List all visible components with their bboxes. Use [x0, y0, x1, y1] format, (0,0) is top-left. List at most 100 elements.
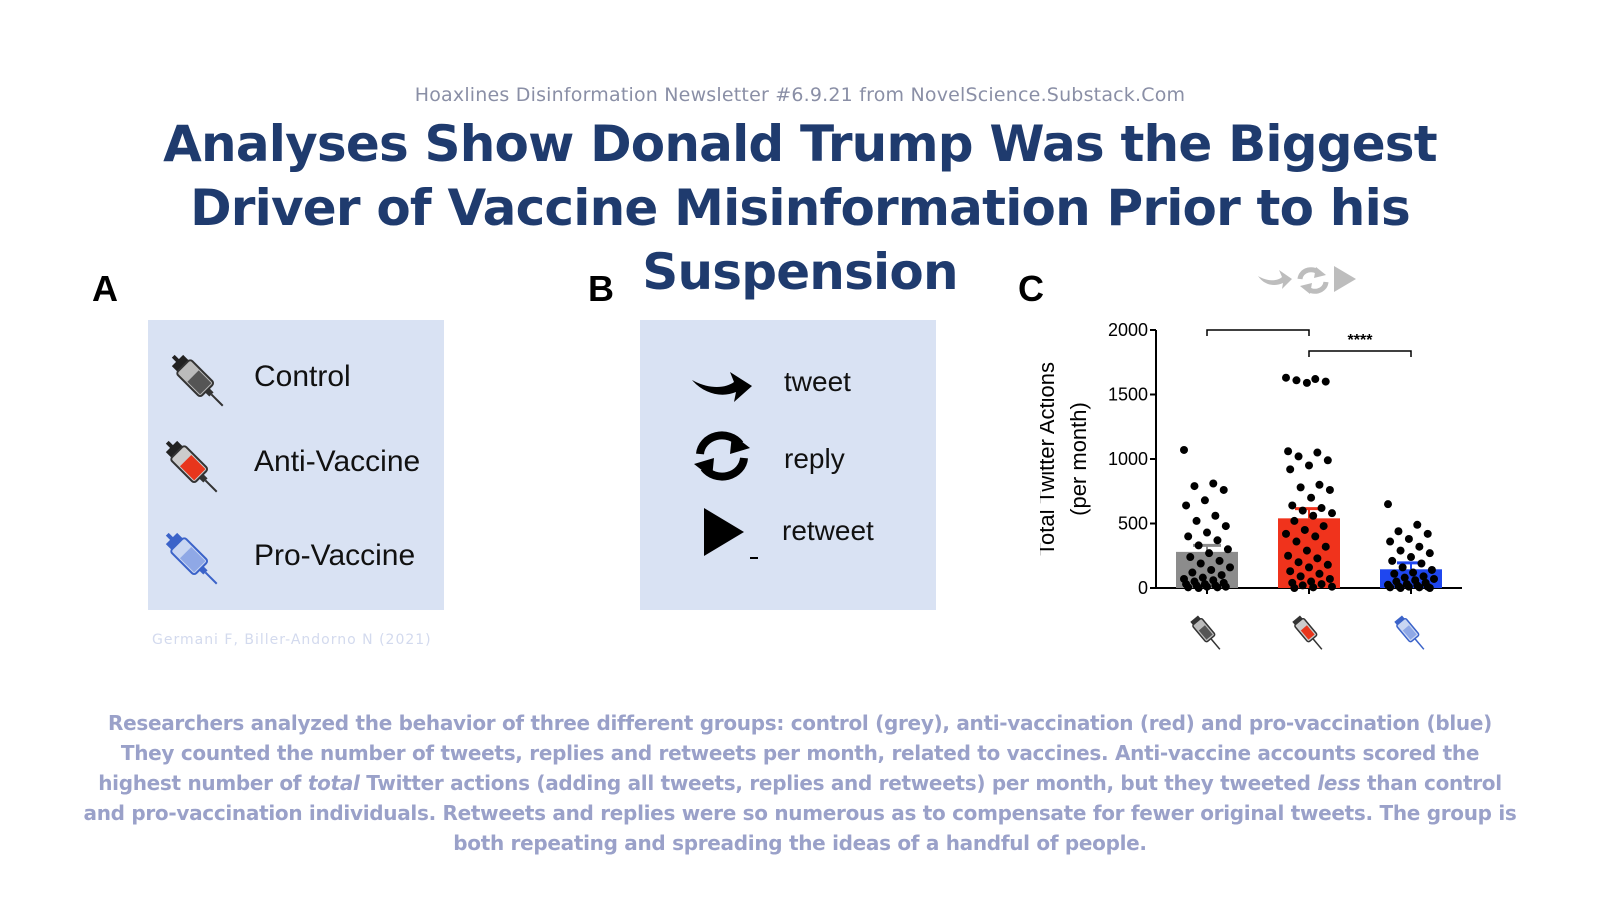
data-point [1198, 573, 1207, 582]
data-point [1317, 504, 1326, 513]
data-point [1203, 582, 1211, 591]
y-tick-label: 1500 [1108, 385, 1148, 405]
source-citation: Germani F, Biller-Andorno N (2021) [152, 632, 432, 648]
data-point [1384, 500, 1392, 509]
data-point [1423, 529, 1432, 538]
combined-actions-icon [1258, 266, 1356, 294]
data-point [1302, 546, 1311, 555]
data-point [1194, 541, 1203, 550]
data-point [1213, 583, 1222, 592]
data-point [1209, 479, 1218, 488]
caption: Researchers analyzed the behavior of thr… [80, 708, 1520, 858]
data-point [1205, 549, 1214, 558]
data-point [1404, 582, 1413, 591]
data-point [1290, 516, 1299, 525]
data-point [1413, 520, 1422, 529]
data-point [1317, 580, 1326, 589]
data-point [1290, 584, 1299, 592]
data-point [1217, 571, 1226, 580]
data-point [1309, 583, 1318, 592]
data-point [1294, 452, 1303, 461]
data-point [1321, 542, 1330, 551]
legend-label-retweet: retweet [782, 515, 874, 546]
data-point [1207, 565, 1216, 574]
caption-part3: than control and pro-vaccination individ… [83, 771, 1517, 855]
data-point [1190, 482, 1199, 491]
data-point [1323, 456, 1332, 465]
data-point [1194, 584, 1203, 592]
data-point [1404, 534, 1413, 543]
page-title: Analyses Show Donald Trump Was the Bigge… [163, 115, 1438, 301]
group-legend: Control Anti-Vaccine Pro-Vaccine [148, 320, 444, 610]
category-syringe-icon [1394, 615, 1425, 650]
category-syringe-icon [1292, 615, 1323, 650]
data-point [1394, 527, 1403, 536]
data-point [1180, 445, 1188, 454]
data-point [1313, 554, 1322, 563]
legend-label-reply: reply [784, 443, 845, 474]
data-point [1302, 378, 1311, 387]
data-point [1430, 574, 1438, 583]
tweet-arrow-icon [692, 372, 752, 402]
newsletter-kicker: Hoaxlines Disinformation Newsletter #6.9… [414, 84, 1186, 106]
data-point [1415, 542, 1424, 551]
data-point [1292, 376, 1301, 385]
data-point [1221, 522, 1230, 531]
syringe-red-icon [165, 440, 218, 493]
caption-part1: Researchers analyzed the behavior of thr… [98, 711, 1492, 795]
data-point [1313, 448, 1322, 457]
y-tick-label: 2000 [1108, 320, 1148, 340]
data-point [1215, 556, 1224, 565]
data-point [1286, 465, 1295, 474]
caption-em-less: less [1317, 771, 1361, 795]
data-point [1325, 574, 1334, 583]
category-syringe-icon [1190, 615, 1221, 650]
data-point [1307, 493, 1316, 502]
data-point [1398, 563, 1407, 572]
data-point [1388, 556, 1397, 565]
data-point [1294, 558, 1303, 567]
data-point [1425, 549, 1434, 558]
data-point [1200, 496, 1209, 505]
data-point [1419, 572, 1428, 581]
data-point [1284, 551, 1293, 560]
data-point [1386, 537, 1395, 546]
data-point [1196, 559, 1205, 568]
data-point [1192, 516, 1201, 525]
panel-c-letter: C [1018, 268, 1044, 309]
data-point [1296, 483, 1305, 492]
data-point [1298, 506, 1307, 515]
data-point [1321, 377, 1330, 386]
reply-cycle-icon [694, 431, 750, 481]
data-point [1288, 501, 1297, 510]
syringe-blue-icon [165, 532, 218, 585]
data-point [1396, 546, 1405, 555]
data-point [1203, 528, 1211, 537]
data-point [1223, 545, 1232, 554]
data-point [1390, 569, 1399, 578]
data-point [1284, 447, 1293, 456]
data-point [1315, 569, 1324, 578]
legend-label-tweet: tweet [784, 366, 851, 397]
data-point [1396, 584, 1405, 592]
data-point [1328, 509, 1336, 518]
data-point [1282, 373, 1290, 382]
significance-label: **** [1348, 332, 1374, 349]
syringe-grey-icon [171, 354, 224, 407]
data-point [1425, 584, 1434, 592]
data-point [1323, 560, 1332, 569]
action-legend: tweet reply retweet [640, 320, 936, 610]
data-point [1319, 522, 1328, 531]
data-point [1182, 501, 1191, 510]
data-point [1282, 529, 1290, 538]
data-point [1386, 583, 1395, 592]
bar-chart: 0 500 1000 1500 2000 Total Twitter Actions (pe… [1040, 320, 1462, 650]
data-point [1188, 568, 1197, 577]
data-point [1427, 565, 1436, 574]
y-axis-label: Total Twitter Actions [1040, 362, 1059, 556]
data-point [1407, 553, 1415, 562]
data-point [1305, 461, 1313, 470]
data-point [1415, 583, 1424, 592]
data-point [1300, 525, 1309, 534]
y-tick-label: 1000 [1108, 449, 1148, 469]
